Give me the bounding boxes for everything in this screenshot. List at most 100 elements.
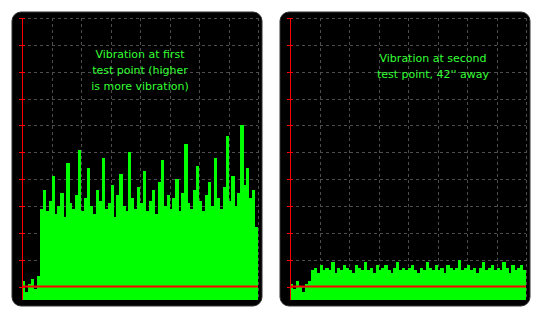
annotation-line: Vibration at first xyxy=(95,48,185,61)
bar xyxy=(217,198,220,300)
bar xyxy=(364,262,367,300)
bar xyxy=(423,270,426,300)
bar xyxy=(414,270,417,300)
bar xyxy=(367,270,370,300)
grid-line xyxy=(22,99,258,100)
panel-background xyxy=(280,12,530,306)
bar xyxy=(381,268,384,300)
bar xyxy=(420,268,423,300)
annotation-line: test point, 42'' away xyxy=(377,68,490,81)
bar xyxy=(331,262,334,300)
bar xyxy=(252,190,255,300)
bar xyxy=(464,268,467,300)
chart-panel: Vibration at secondtest point, 42'' away xyxy=(280,12,530,306)
grid-line xyxy=(320,18,321,300)
axes xyxy=(19,18,258,300)
y-tick xyxy=(287,179,293,180)
bar xyxy=(187,203,190,300)
bar xyxy=(199,201,202,300)
chart-panel: Vibration at firsttest point (higheris m… xyxy=(12,12,262,306)
bar xyxy=(505,268,508,300)
bar xyxy=(491,265,494,300)
bar xyxy=(246,168,249,300)
bar xyxy=(25,292,28,300)
bar xyxy=(370,268,373,300)
bar xyxy=(384,265,387,300)
bar xyxy=(355,265,358,300)
bar xyxy=(231,176,234,300)
bar xyxy=(502,262,505,300)
bar xyxy=(226,136,229,300)
bar xyxy=(514,270,517,300)
bar xyxy=(31,279,34,300)
bar xyxy=(499,270,502,300)
y-tick xyxy=(287,99,293,100)
bar xyxy=(322,270,325,300)
bar xyxy=(137,187,140,300)
grid-line xyxy=(22,18,23,300)
bar xyxy=(255,227,258,300)
bar xyxy=(52,176,55,300)
grid xyxy=(290,18,527,300)
y-tick xyxy=(19,18,25,19)
bar xyxy=(43,190,46,300)
bar xyxy=(111,185,114,300)
bar xyxy=(60,193,63,300)
y-axis xyxy=(22,18,23,300)
bar xyxy=(193,190,196,300)
bar xyxy=(432,270,435,300)
y-tick xyxy=(287,125,293,126)
x-axis xyxy=(290,286,526,288)
grid xyxy=(22,18,259,300)
y-tick xyxy=(287,18,293,19)
bar xyxy=(473,268,476,300)
bar xyxy=(49,201,52,300)
bar xyxy=(69,203,72,300)
bar xyxy=(485,270,488,300)
y-tick xyxy=(19,125,25,126)
bar xyxy=(376,265,379,300)
bar xyxy=(449,268,452,300)
bar xyxy=(158,182,161,300)
bar xyxy=(143,171,146,300)
bar xyxy=(411,265,414,300)
y-tick xyxy=(19,99,25,100)
y-tick xyxy=(19,206,25,207)
bar xyxy=(84,198,87,300)
grid-line xyxy=(290,18,291,300)
y-tick xyxy=(19,72,25,73)
bar xyxy=(108,203,111,300)
bar xyxy=(361,270,364,300)
bar xyxy=(429,268,432,300)
bar xyxy=(393,268,396,300)
annotation-line: test point (higher xyxy=(92,64,188,77)
grid-line xyxy=(526,18,527,300)
y-tick xyxy=(19,152,25,153)
bar xyxy=(66,163,69,300)
y-tick xyxy=(287,72,293,73)
bar xyxy=(237,193,240,300)
bar xyxy=(140,203,143,300)
y-tick xyxy=(287,206,293,207)
bar xyxy=(311,270,314,300)
bar xyxy=(34,289,37,300)
bar xyxy=(402,268,405,300)
y-tick xyxy=(19,45,25,46)
y-tick xyxy=(19,233,25,234)
bar xyxy=(461,270,464,300)
bar xyxy=(119,174,122,300)
bar xyxy=(302,292,305,300)
bar xyxy=(116,195,119,300)
y-tick xyxy=(19,179,25,180)
bar xyxy=(184,144,187,300)
bar xyxy=(405,270,408,300)
grid-line xyxy=(22,179,258,180)
y-tick xyxy=(287,260,293,261)
bar xyxy=(470,270,473,300)
panel-background xyxy=(12,12,262,306)
y-tick xyxy=(287,233,293,234)
bar xyxy=(340,270,343,300)
bar xyxy=(435,265,438,300)
bar xyxy=(196,166,199,300)
bar xyxy=(240,125,243,300)
